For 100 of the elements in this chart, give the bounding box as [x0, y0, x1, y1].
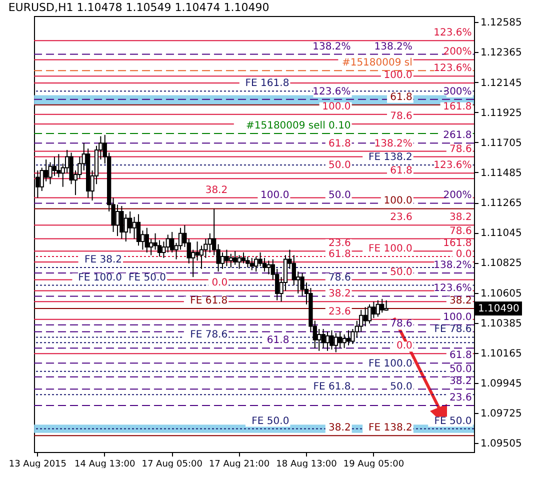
- y-tick-label: 1.10385: [480, 318, 522, 330]
- annotation: 0.0: [456, 249, 472, 260]
- annotation: 100.0: [443, 312, 472, 323]
- annotation: 23.6: [450, 392, 472, 404]
- x-tick-label: 18 Aug 13:00: [276, 460, 338, 470]
- candlestick: [115, 204, 120, 237]
- annotation: 161.8: [443, 101, 472, 112]
- candlestick: [317, 328, 322, 352]
- candlestick: [224, 249, 229, 267]
- candlestick: [325, 331, 330, 352]
- annotation: 123.6%: [434, 28, 472, 39]
- y-tick-label: 1.09725: [480, 408, 522, 420]
- candlestick: [56, 154, 61, 178]
- y-tick-label: 1.10825: [480, 258, 522, 270]
- candlestick: [346, 330, 351, 346]
- x-tick-label: 14 Aug 13:00: [74, 460, 136, 470]
- candlestick: [338, 331, 342, 349]
- candlestick: [321, 328, 326, 349]
- annotation: FE 138.2: [368, 152, 412, 163]
- annotation: 23.6: [390, 212, 412, 224]
- candlestick: [237, 254, 242, 270]
- candlestick: [52, 156, 57, 176]
- annotation: FE 100.0: [368, 244, 412, 255]
- annotation: FE 78.6: [434, 324, 472, 336]
- annotation: 100.0: [384, 196, 412, 207]
- candlestick: [241, 252, 246, 264]
- annotation: FE 78.6: [190, 330, 228, 341]
- y-tick-label: 1.11925: [480, 108, 522, 119]
- annotation: 61.8: [266, 335, 290, 346]
- annotation: 123.6%: [434, 283, 472, 294]
- y-tick-label: 1.12585: [480, 18, 522, 29]
- chart-title: EURUSD,H1 1.10478 1.10549 1.10474 1.10490: [8, 1, 270, 14]
- candlestick: [120, 205, 124, 240]
- annotation: FE 138.2: [368, 422, 412, 434]
- candlestick: [342, 334, 346, 349]
- annotation: 38.2: [328, 288, 351, 300]
- candlestick: [170, 231, 174, 253]
- annotation: 78.6: [390, 110, 412, 122]
- candlestick: [220, 252, 225, 270]
- candlestick: [208, 232, 212, 253]
- annotation: 261.8: [443, 130, 472, 142]
- annotation: 50.0: [328, 160, 351, 172]
- annotation: 61.8: [450, 350, 472, 362]
- annotation: FE 38.2: [84, 254, 122, 266]
- candlestick: [132, 216, 136, 240]
- annotation: 0.0: [212, 278, 228, 289]
- x-tick-label: 19 Aug 05:00: [343, 460, 404, 470]
- candlestick: [149, 238, 154, 256]
- y-tick-label: 1.11045: [480, 228, 522, 240]
- y-tick-label: 1.10165: [480, 348, 522, 360]
- y-tick-label: 1.11265: [480, 198, 522, 210]
- y-tick-label: 1.10605: [480, 288, 522, 300]
- annotation: 78.6: [328, 272, 351, 284]
- candlestick: [363, 306, 368, 327]
- annotation: 123.6%: [434, 63, 472, 74]
- annotation: 50.0: [390, 382, 412, 393]
- annotation: FE 100.0: [368, 358, 412, 370]
- candlestick: [250, 257, 254, 271]
- annotation: 123.6%: [434, 160, 472, 172]
- ref-line-label: 1.10490: [478, 303, 520, 314]
- annotation: 138.2%: [374, 138, 412, 150]
- candlestick: [380, 298, 384, 314]
- candlestick: [266, 260, 271, 275]
- annotation: FE 61.8: [190, 295, 228, 306]
- annotation: 161.8: [443, 238, 472, 250]
- y-tick-label: 1.09505: [480, 438, 522, 450]
- y-tick-label: 1.11485: [480, 168, 522, 179]
- annotation: 61.8: [328, 138, 351, 150]
- y-tick-label: 1.11705: [480, 138, 522, 149]
- candlestick: [144, 227, 149, 253]
- candlestick: [246, 256, 250, 268]
- annotation: FE 50.0: [434, 416, 472, 427]
- x-tick-label: 13 Aug 2015: [8, 460, 67, 470]
- x-tick-label: 17 Aug 05:00: [142, 460, 203, 470]
- x-tick-label: 17 Aug 21:00: [208, 460, 270, 470]
- annotation: 100.0: [384, 70, 412, 81]
- annotation: 38.2: [450, 212, 472, 224]
- y-tick-label: 1.09945: [480, 378, 522, 390]
- annotation: 61.8: [390, 166, 412, 177]
- candlestick: [376, 300, 380, 318]
- y-tick-label: 1.12365: [480, 48, 522, 59]
- annotation: 61.8: [328, 249, 351, 260]
- candlestick: [334, 332, 338, 353]
- candlestick: [128, 210, 132, 234]
- candlestick: [124, 214, 128, 242]
- annotation: 0.0: [396, 340, 412, 352]
- annotation: 78.6: [390, 318, 412, 330]
- annotation: 200%: [443, 190, 472, 202]
- candlestick: [195, 241, 200, 262]
- annotation: 78.6: [450, 226, 472, 237]
- annotation: FE 61.8: [313, 382, 351, 393]
- candlestick: [254, 256, 258, 272]
- annotation: 100.0: [322, 101, 351, 112]
- annotation: 61.8: [390, 92, 412, 103]
- candlestick: [233, 250, 238, 266]
- annotation: 78.6: [450, 144, 472, 155]
- annotation: 50.0: [390, 266, 412, 278]
- candlestick: [367, 304, 372, 324]
- annotation: FE 50.0: [128, 272, 166, 284]
- annotation: 138.2%: [374, 41, 412, 52]
